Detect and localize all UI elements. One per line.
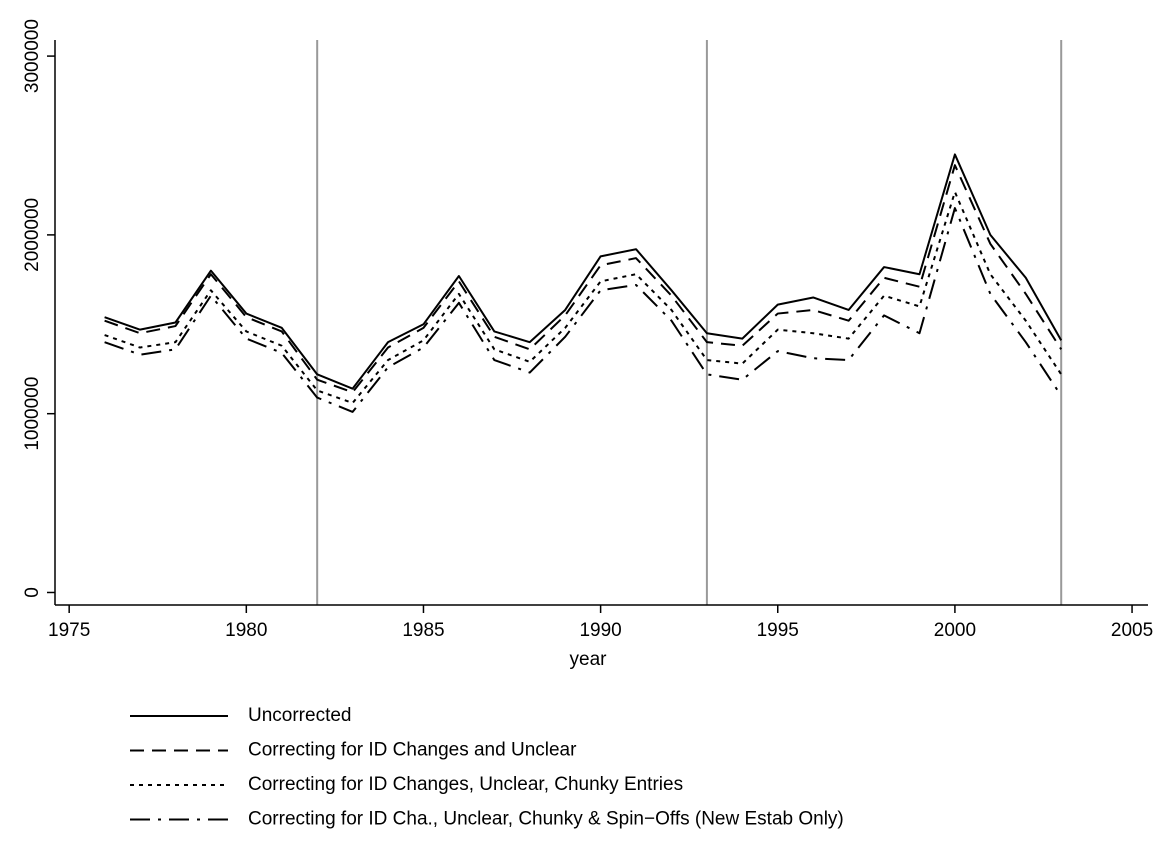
x-tick-label: 2005 <box>1111 620 1153 641</box>
legend-label: Correcting for ID Changes and Unclear <box>248 740 577 761</box>
x-tick-label: 1985 <box>402 620 444 641</box>
y-tick-label: 1000000 <box>22 377 43 451</box>
legend-label: Correcting for ID Changes, Unclear, Chun… <box>248 774 683 795</box>
x-tick-label: 1995 <box>757 620 799 641</box>
series-line <box>104 190 1063 404</box>
y-tick-label: 2000000 <box>22 198 43 272</box>
series-line <box>104 153 1063 390</box>
x-tick-label: 2000 <box>934 620 976 641</box>
y-tick-label: 3000000 <box>22 19 43 93</box>
legend-label: Correcting for ID Cha., Unclear, Chunky … <box>248 809 844 830</box>
x-axis-label: year <box>570 649 608 670</box>
x-tick-label: 1990 <box>579 620 621 641</box>
x-tick-label: 1980 <box>225 620 267 641</box>
series-line <box>104 207 1063 413</box>
legend-label: Uncorrected <box>248 705 352 726</box>
series-line <box>104 164 1063 394</box>
y-tick-label: 0 <box>22 587 43 598</box>
x-tick-label: 1975 <box>48 620 90 641</box>
